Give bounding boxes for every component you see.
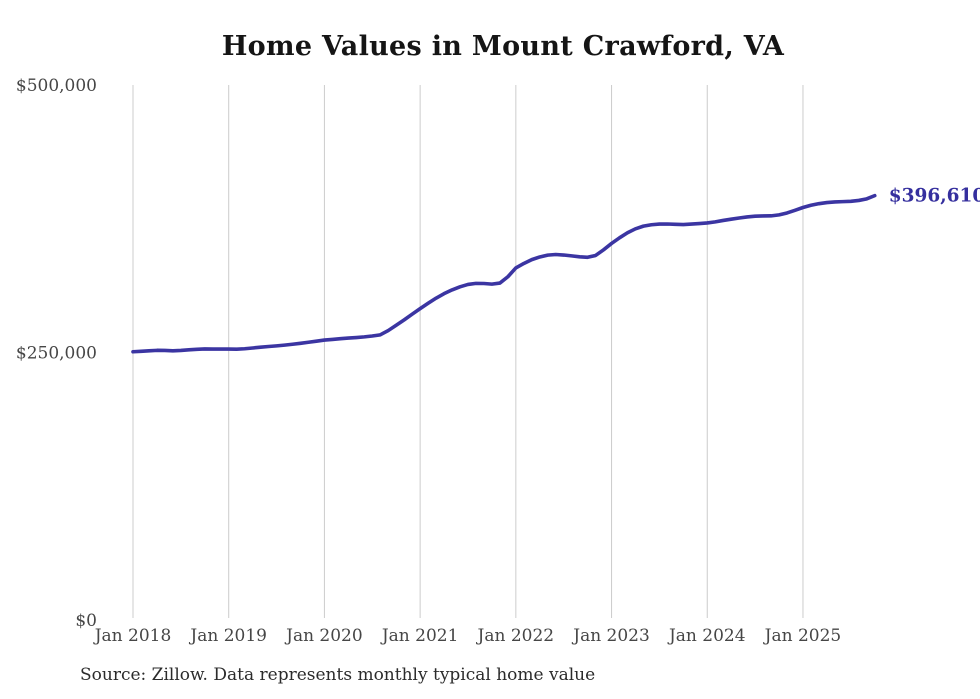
- x-tick-label: Jan 2021: [380, 626, 459, 646]
- x-axis-labels: Jan 2018 Jan 2019 Jan 2020 Jan 2021 Jan 2022…: [93, 626, 842, 646]
- x-tick-label: Jan 2024: [667, 626, 746, 646]
- x-tick-label: Jan 2020: [284, 626, 363, 646]
- y-tick-label: $500,000: [16, 76, 97, 96]
- chart-title: Home Values in Mount Crawford, VA: [221, 31, 785, 62]
- gridlines: [132, 85, 804, 618]
- home-value-line: [131, 193, 877, 354]
- y-axis-labels: $0 $250,000 $500,000: [16, 76, 97, 631]
- source-note: Source: Zillow. Data represents monthly …: [80, 665, 596, 685]
- x-tick-label: Jan 2025: [763, 626, 842, 646]
- x-tick-label: Jan 2019: [188, 626, 267, 646]
- end-value-annotation: $396,610: [889, 186, 980, 207]
- y-tick-label: $250,000: [16, 344, 97, 364]
- x-tick-label: Jan 2018: [93, 626, 172, 646]
- y-tick-label: $0: [75, 611, 97, 631]
- x-tick-label: Jan 2022: [476, 626, 555, 646]
- x-tick-label: Jan 2023: [571, 626, 650, 646]
